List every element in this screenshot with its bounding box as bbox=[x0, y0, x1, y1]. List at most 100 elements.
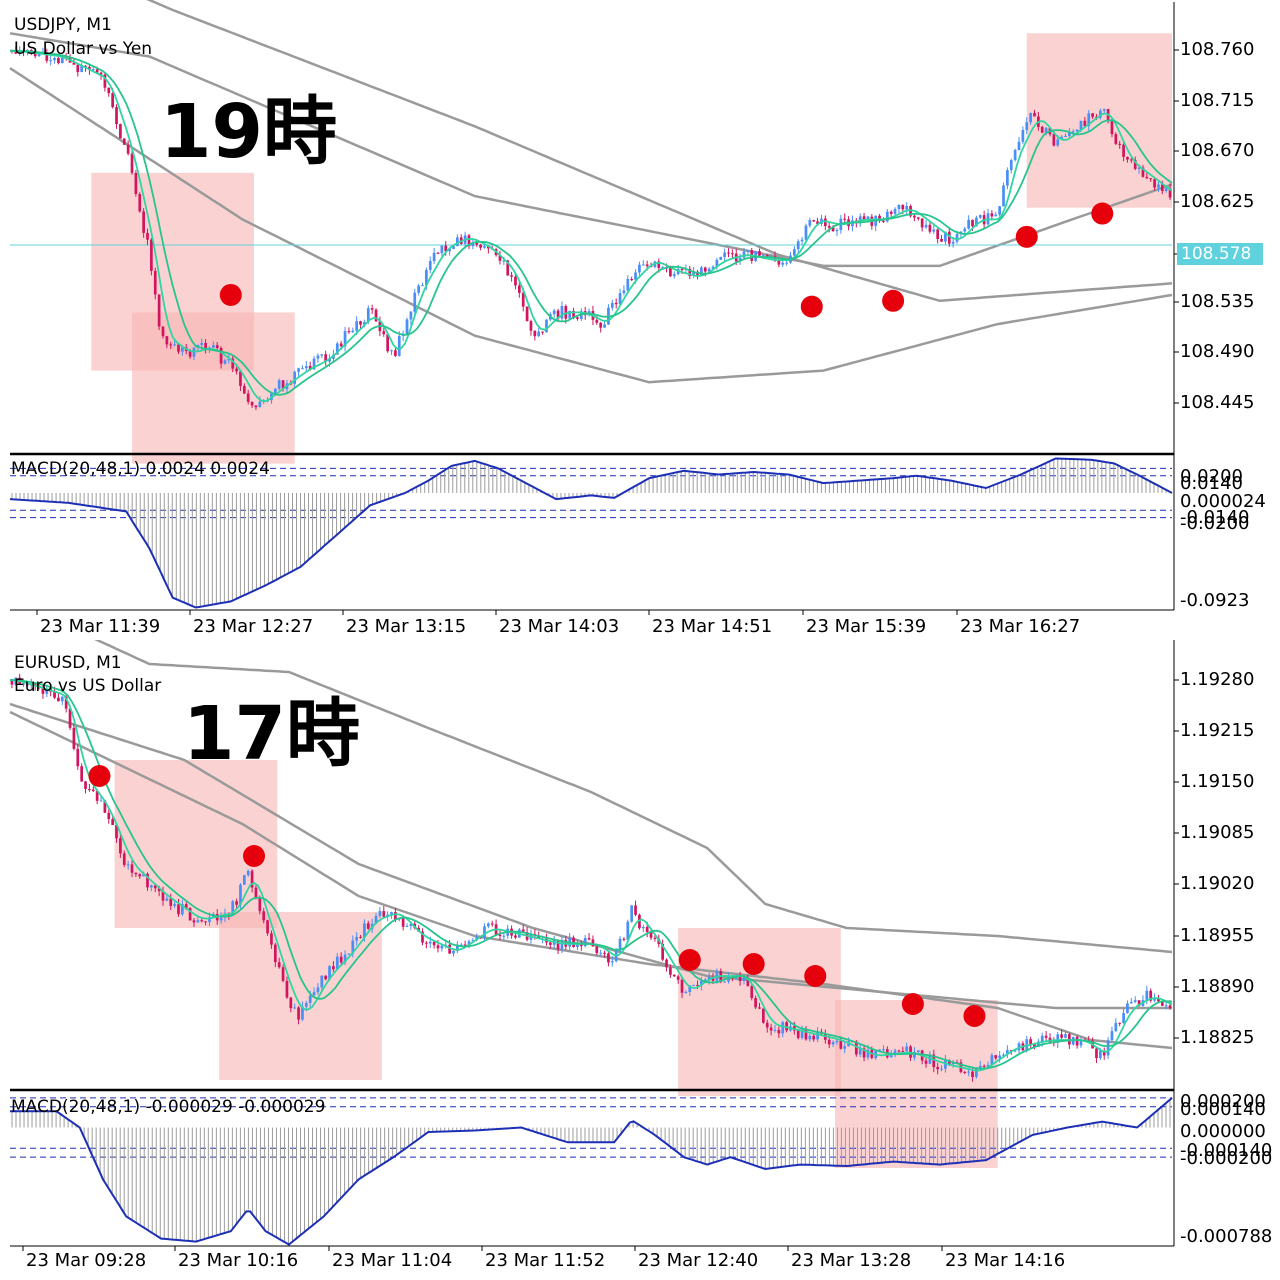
candle-body bbox=[84, 65, 87, 67]
candle-body bbox=[37, 53, 41, 57]
candle-body bbox=[467, 235, 471, 247]
candle-body bbox=[417, 285, 420, 293]
candle-body bbox=[835, 1040, 839, 1043]
macd-tick-label: 0.0200 bbox=[1180, 466, 1243, 487]
candle-body bbox=[816, 221, 819, 225]
candle-body bbox=[60, 56, 64, 64]
macd-tick-label: 0.000200 bbox=[1180, 1091, 1266, 1112]
price-tick-label: 1.18955 bbox=[1180, 925, 1255, 946]
candle-body bbox=[986, 1064, 990, 1067]
candle-body bbox=[785, 1022, 788, 1031]
candle-body bbox=[130, 864, 134, 873]
candle-body bbox=[723, 252, 726, 257]
candle-body bbox=[1110, 120, 1114, 135]
band-lower-line bbox=[9, 710, 1173, 1050]
candle-body bbox=[448, 248, 451, 252]
candle-body bbox=[262, 911, 266, 921]
candle-body bbox=[239, 884, 242, 905]
candle-body bbox=[10, 680, 14, 685]
candle-body bbox=[878, 1049, 881, 1051]
candle-body bbox=[785, 262, 788, 264]
candle-body bbox=[975, 217, 978, 227]
candle-body bbox=[169, 898, 173, 906]
candle-body bbox=[548, 942, 552, 945]
candle-body bbox=[161, 891, 165, 901]
macd-tick-label: -0.0140 bbox=[1180, 507, 1250, 528]
candle-body bbox=[711, 976, 715, 981]
candle-body bbox=[227, 358, 231, 361]
candle-body bbox=[1040, 1035, 1044, 1042]
candle-body bbox=[665, 959, 668, 968]
candle-body bbox=[669, 967, 672, 975]
candle-body bbox=[1033, 1044, 1036, 1047]
macd-tick-label: 0.000024 bbox=[1180, 491, 1266, 512]
candle-body bbox=[827, 1039, 831, 1045]
candle-body bbox=[777, 1029, 781, 1034]
candle-body bbox=[936, 229, 940, 240]
candle-body bbox=[134, 172, 138, 194]
time-tick-label: 23 Mar 16:27 bbox=[960, 616, 1081, 637]
candle-body bbox=[150, 239, 153, 271]
candle-body bbox=[893, 1050, 897, 1056]
candle-body bbox=[165, 336, 169, 345]
candle-body bbox=[1091, 113, 1094, 117]
candle-body bbox=[297, 1007, 300, 1020]
macd-tick-label: 0.000140 bbox=[1180, 1099, 1266, 1120]
candle-body bbox=[672, 974, 676, 977]
candle-body bbox=[351, 940, 355, 954]
candle-body bbox=[456, 944, 459, 951]
candle-body bbox=[1122, 1012, 1125, 1024]
candle-body bbox=[308, 366, 312, 370]
candle-body bbox=[928, 224, 932, 232]
candle-body bbox=[308, 995, 312, 1003]
candle-body bbox=[88, 789, 91, 791]
ma-slow-line bbox=[9, 49, 1173, 396]
candle-body bbox=[421, 931, 424, 943]
candle-body bbox=[1122, 144, 1125, 157]
candle-body bbox=[1002, 185, 1005, 207]
candle-body bbox=[777, 260, 781, 265]
candle-body bbox=[428, 941, 432, 944]
candle-body bbox=[1153, 179, 1156, 188]
candle-body bbox=[998, 206, 1001, 215]
macd-tick-label: 0.000000 bbox=[1180, 1121, 1266, 1142]
candle-body bbox=[115, 824, 118, 839]
candle-body bbox=[335, 956, 339, 970]
price-tick-label: 1.19020 bbox=[1180, 873, 1255, 894]
candle-body bbox=[707, 268, 711, 272]
candle-body bbox=[277, 380, 281, 389]
time-tick-label: 23 Mar 12:27 bbox=[193, 616, 314, 637]
candle-body bbox=[1168, 1005, 1172, 1008]
candle-body bbox=[564, 306, 568, 319]
candle-body bbox=[312, 358, 316, 370]
candle-body bbox=[831, 227, 835, 232]
candle-body bbox=[479, 244, 482, 248]
candle-body bbox=[1102, 1050, 1106, 1056]
candle-body bbox=[363, 923, 366, 938]
candle-body bbox=[1153, 997, 1156, 1001]
signal-dot-4 bbox=[804, 965, 827, 987]
candle-body bbox=[57, 697, 60, 702]
candle-body bbox=[688, 268, 692, 276]
candle-body bbox=[57, 58, 60, 64]
candle-body bbox=[1141, 167, 1145, 177]
signal-dot-6 bbox=[963, 1005, 986, 1027]
candle-body bbox=[618, 938, 622, 951]
candle-body bbox=[514, 276, 517, 286]
candle-body bbox=[304, 1002, 308, 1007]
candle-body bbox=[122, 853, 126, 865]
candle-body bbox=[142, 873, 145, 877]
candle-body bbox=[103, 74, 107, 88]
candle-body bbox=[727, 252, 730, 254]
candle-body bbox=[533, 330, 537, 337]
candle-body bbox=[727, 977, 730, 982]
candle-body bbox=[595, 946, 599, 953]
candle-body bbox=[347, 953, 351, 955]
candle-body bbox=[971, 1071, 974, 1077]
candle-body bbox=[374, 915, 378, 924]
candle-body bbox=[603, 952, 606, 954]
candle-body bbox=[521, 929, 525, 933]
candle-body bbox=[146, 232, 149, 240]
candle-body bbox=[610, 961, 614, 963]
candle-body bbox=[363, 322, 366, 325]
